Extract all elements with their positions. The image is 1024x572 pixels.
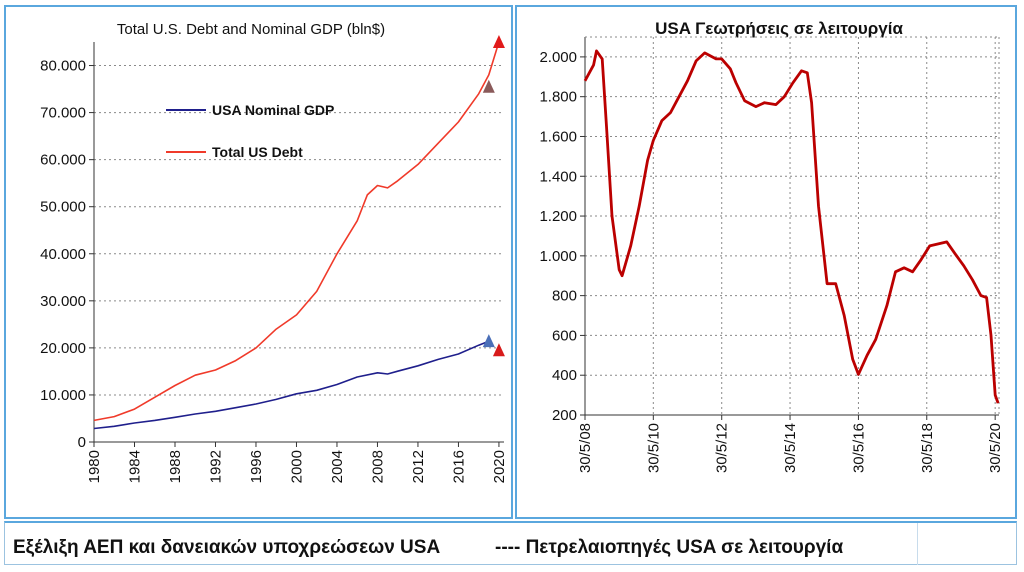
- y-tick-label: 2.000: [539, 49, 577, 66]
- legend-label: Total US Debt: [212, 144, 303, 160]
- left-chart-panel: Total U.S. Debt and Nominal GDP (bln$) 0…: [4, 5, 513, 519]
- right-chart-panel: USA Γεωτρήσεις σε λειτουργία 200 400 600 80…: [515, 5, 1017, 519]
- y-tick-label: 70.000: [40, 105, 86, 122]
- x-tick-label: 30/5/08: [577, 423, 594, 473]
- y-tick-label: 0: [78, 434, 86, 451]
- x-tick-label: 30/5/14: [782, 423, 799, 473]
- y-tick-label: 400: [552, 367, 577, 384]
- triangle-marker: [492, 35, 505, 48]
- legend-label: USA Nominal GDP: [212, 102, 334, 118]
- x-tick-label: 1988: [167, 450, 184, 483]
- series-line-total-us-debt: [93, 41, 500, 422]
- x-tick-label: 2012: [410, 450, 427, 483]
- x-tick-label: 30/5/20: [987, 423, 1004, 473]
- y-tick-label: 50.000: [40, 199, 86, 216]
- x-tick-label: 30/5/10: [645, 423, 662, 473]
- x-tick-label: 1984: [126, 450, 143, 483]
- x-tick-label: 2020: [491, 450, 508, 483]
- y-tick-label: 600: [552, 327, 577, 344]
- y-tick-label: 40.000: [40, 246, 86, 263]
- y-tick-label: 1.800: [539, 89, 577, 106]
- debt-gdp-chart: Total U.S. Debt and Nominal GDP (bln$) 0…: [40, 21, 508, 483]
- x-tick-label: 1980: [86, 450, 103, 483]
- y-tick-label: 200: [552, 407, 577, 424]
- x-tick-label: 1992: [207, 450, 224, 483]
- x-tick-label: 30/5/16: [850, 423, 867, 473]
- y-tick-label: 10.000: [40, 387, 86, 404]
- y-tick-label: 30.000: [40, 293, 86, 310]
- caption-divider: [917, 523, 918, 565]
- y-tick-label: 60.000: [40, 152, 86, 169]
- triangle-marker: [482, 334, 495, 348]
- x-tick-label: 1996: [248, 450, 265, 483]
- y-tick-label: 1.200: [539, 208, 577, 225]
- y-tick-label: 1.600: [539, 128, 577, 145]
- y-tick-label: 80.000: [40, 58, 86, 75]
- chart-title: Total U.S. Debt and Nominal GDP (bln$): [117, 21, 385, 38]
- x-tick-label: 30/5/18: [919, 423, 936, 473]
- y-tick-label: 800: [552, 288, 577, 305]
- caption-left: Εξέλιξη ΑΕΠ και δανειακών υποχρεώσεων US…: [13, 537, 441, 558]
- y-tick-label: 1.000: [539, 248, 577, 265]
- x-tick-label: 2016: [450, 450, 467, 483]
- triangle-marker: [482, 79, 495, 93]
- x-tick-label: 30/5/12: [714, 423, 731, 473]
- series-line-0: [583, 49, 1000, 404]
- caption-row: Εξέλιξη ΑΕΠ και δανειακών υποχρεώσεων US…: [4, 521, 1017, 565]
- rigs-chart: USA Γεωτρήσεις σε λειτουργία 200 400 600 80…: [539, 19, 1004, 473]
- y-tick-label: 20.000: [40, 340, 86, 357]
- chart-title: USA Γεωτρήσεις σε λειτουργία: [655, 19, 903, 38]
- y-tick-label: 1.400: [539, 168, 577, 185]
- x-tick-label: 2000: [288, 450, 305, 483]
- caption-right: ---- Πετρελαιοπηγές USA σε λειτουργία: [495, 537, 844, 558]
- x-tick-label: 2004: [329, 450, 346, 483]
- triangle-marker: [492, 343, 505, 357]
- series-line-usa-nominal-gdp: [93, 340, 490, 430]
- x-tick-label: 2008: [369, 450, 386, 483]
